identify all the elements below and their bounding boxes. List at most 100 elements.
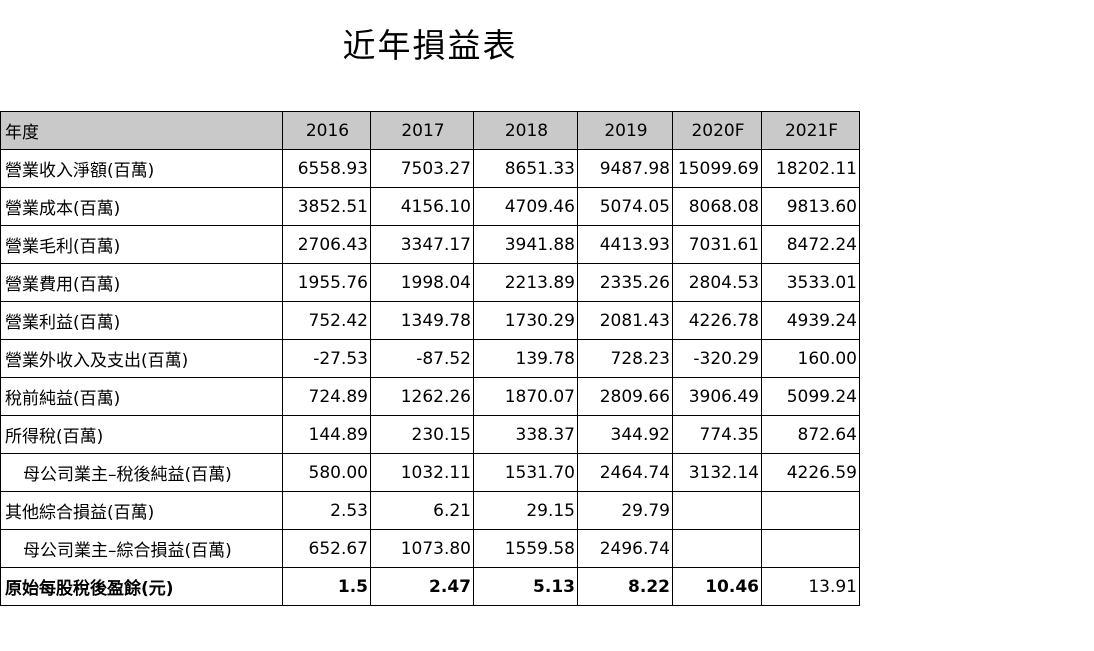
table-cell: 3347.17 (370, 225, 474, 264)
table-cell: 1262.26 (370, 377, 474, 416)
table-row: 營業成本(百萬) 3852.51 4156.10 4709.46 5074.05… (0, 187, 860, 226)
table-cell: 2213.89 (473, 263, 578, 302)
row-label: 營業成本(百萬) (0, 187, 283, 226)
row-label: 營業毛利(百萬) (0, 225, 283, 264)
table-cell: -87.52 (370, 339, 474, 378)
table-cell: 2.53 (282, 491, 371, 530)
row-label: 營業利益(百萬) (0, 301, 283, 340)
table-cell: 4226.59 (761, 453, 860, 492)
table-cell: 752.42 (282, 301, 371, 340)
table-cell: 2706.43 (282, 225, 371, 264)
row-label: 原始每股稅後盈餘(元) (0, 567, 283, 606)
table-cell: 7031.61 (672, 225, 762, 264)
table-cell: 3132.14 (672, 453, 762, 492)
table-cell (672, 491, 762, 530)
page-title: 近年損益表 (342, 26, 518, 65)
table-row: 所得稅(百萬) 144.89 230.15 338.37 344.92 774.… (0, 415, 860, 454)
table-cell: 4413.93 (577, 225, 673, 264)
table-cell: -27.53 (282, 339, 371, 378)
income-statement-table: 年度 2016 2017 2018 2019 2020F 2021F 營業收入淨… (0, 111, 860, 606)
table-cell: 3852.51 (282, 187, 371, 226)
table-cell: 2335.26 (577, 263, 673, 302)
table-cell: 2809.66 (577, 377, 673, 416)
table-cell: 5099.24 (761, 377, 860, 416)
row-label: 母公司業主–稅後純益(百萬) (0, 453, 283, 492)
table-row-eps: 原始每股稅後盈餘(元) 1.5 2.47 5.13 8.22 10.46 13.… (0, 567, 860, 606)
table-cell: 2804.53 (672, 263, 762, 302)
table-cell: 5.13 (473, 567, 578, 606)
header-cell-2017: 2017 (370, 111, 474, 150)
table-row: 母公司業主–稅後純益(百萬) 580.00 1032.11 1531.70 24… (0, 453, 860, 492)
table-cell: 8472.24 (761, 225, 860, 264)
table-cell: 580.00 (282, 453, 371, 492)
table-row: 營業費用(百萬) 1955.76 1998.04 2213.89 2335.26… (0, 263, 860, 302)
table-row: 營業外收入及支出(百萬) -27.53 -87.52 139.78 728.23… (0, 339, 860, 378)
header-cell-2018: 2018 (473, 111, 578, 150)
table-cell: 8651.33 (473, 149, 578, 188)
table-cell: 13.91 (761, 567, 860, 606)
table-cell: 18202.11 (761, 149, 860, 188)
table-cell: 724.89 (282, 377, 371, 416)
table-cell: 1.5 (282, 567, 371, 606)
table-cell: 1998.04 (370, 263, 474, 302)
table-cell: 3906.49 (672, 377, 762, 416)
table-cell: 7503.27 (370, 149, 474, 188)
row-label: 所得稅(百萬) (0, 415, 283, 454)
table-cell: 15099.69 (672, 149, 762, 188)
table-row: 營業收入淨額(百萬) 6558.93 7503.27 8651.33 9487.… (0, 149, 860, 188)
table-cell: 3533.01 (761, 263, 860, 302)
header-cell-2016: 2016 (282, 111, 371, 150)
row-label: 稅前純益(百萬) (0, 377, 283, 416)
header-cell-year-label: 年度 (0, 111, 283, 150)
table-row: 母公司業主–綜合損益(百萬) 652.67 1073.80 1559.58 24… (0, 529, 860, 568)
table-cell: 4156.10 (370, 187, 474, 226)
table-cell: 3941.88 (473, 225, 578, 264)
table-cell: 10.46 (672, 567, 762, 606)
table-row: 營業毛利(百萬) 2706.43 3347.17 3941.88 4413.93… (0, 225, 860, 264)
table-cell (761, 491, 860, 530)
row-label: 營業外收入及支出(百萬) (0, 339, 283, 378)
table-cell: 1559.58 (473, 529, 578, 568)
row-label: 營業費用(百萬) (0, 263, 283, 302)
table-cell: 29.15 (473, 491, 578, 530)
table-cell: 1955.76 (282, 263, 371, 302)
table-cell: 8068.08 (672, 187, 762, 226)
table-cell: 2081.43 (577, 301, 673, 340)
table-cell: 1730.29 (473, 301, 578, 340)
table-cell (761, 529, 860, 568)
table-row: 稅前純益(百萬) 724.89 1262.26 1870.07 2809.66 … (0, 377, 860, 416)
table-cell: 4709.46 (473, 187, 578, 226)
table-cell: 230.15 (370, 415, 474, 454)
table-cell: -320.29 (672, 339, 762, 378)
row-label: 其他綜合損益(百萬) (0, 491, 283, 530)
table-cell: 9813.60 (761, 187, 860, 226)
table-cell: 5074.05 (577, 187, 673, 226)
table-cell: 652.67 (282, 529, 371, 568)
table-cell: 8.22 (577, 567, 673, 606)
header-cell-2019: 2019 (577, 111, 673, 150)
table-cell: 4939.24 (761, 301, 860, 340)
table-cell: 1073.80 (370, 529, 474, 568)
table-cell: 872.64 (761, 415, 860, 454)
table-cell: 774.35 (672, 415, 762, 454)
table-cell: 1349.78 (370, 301, 474, 340)
table-header-row: 年度 2016 2017 2018 2019 2020F 2021F (0, 111, 860, 150)
table-cell: 9487.98 (577, 149, 673, 188)
table-cell: 160.00 (761, 339, 860, 378)
table-cell: 4226.78 (672, 301, 762, 340)
table-cell: 29.79 (577, 491, 673, 530)
table-cell: 2496.74 (577, 529, 673, 568)
table-cell: 344.92 (577, 415, 673, 454)
table-row: 營業利益(百萬) 752.42 1349.78 1730.29 2081.43 … (0, 301, 860, 340)
table-cell: 1032.11 (370, 453, 474, 492)
table-cell: 1531.70 (473, 453, 578, 492)
header-cell-2021f: 2021F (761, 111, 860, 150)
table-cell (672, 529, 762, 568)
table-cell: 338.37 (473, 415, 578, 454)
table-cell: 1870.07 (473, 377, 578, 416)
table-cell: 139.78 (473, 339, 578, 378)
table-cell: 144.89 (282, 415, 371, 454)
row-label: 營業收入淨額(百萬) (0, 149, 283, 188)
row-label: 母公司業主–綜合損益(百萬) (0, 529, 283, 568)
table-cell: 6558.93 (282, 149, 371, 188)
